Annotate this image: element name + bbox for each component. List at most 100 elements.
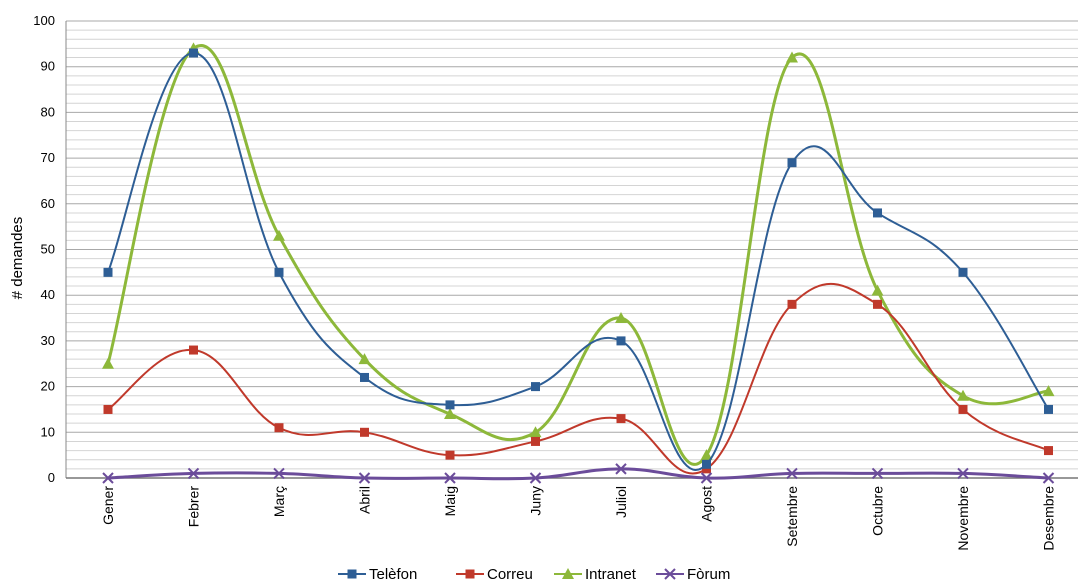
series-telefon [103, 48, 1053, 471]
x-tick-label: Setembre [784, 486, 800, 547]
data-point-intranet [615, 312, 627, 324]
y-tick-label: 10 [41, 424, 55, 439]
marker-stroke [957, 467, 969, 480]
data-point-intranet [957, 389, 969, 401]
marker-stroke [664, 568, 676, 580]
marker-stroke [700, 472, 713, 484]
legend-item-intranet: Intranet [554, 566, 637, 582]
y-tick-label: 90 [41, 59, 55, 74]
x-tick-label: Desembre [1041, 486, 1057, 551]
data-point-intranet [358, 353, 371, 365]
data-point-forum [444, 472, 456, 484]
data-point-forum [786, 467, 798, 480]
legend-marker [562, 568, 574, 579]
x-tick-label: Novembre [955, 486, 971, 551]
data-point-intranet [529, 426, 542, 438]
marker-stroke [871, 467, 884, 480]
y-tick-label: 100 [33, 13, 55, 28]
data-point-intranet [102, 357, 114, 369]
data-point-intranet [1042, 385, 1055, 397]
x-tick-label: Febrer [186, 486, 202, 528]
data-point-correu [445, 450, 455, 460]
data-point-forum [529, 472, 542, 484]
y-tick-label: 60 [41, 196, 55, 211]
marker-stroke [102, 472, 114, 484]
y-axis-ticks: 0 10 20 30 40 50 60 70 80 90 100 [33, 13, 55, 485]
data-point-telefon [958, 267, 968, 277]
legend-item-correu: Correu [456, 566, 533, 582]
y-tick-label: 70 [41, 150, 55, 165]
y-axis-label: # demandes [9, 217, 26, 300]
legend-item-forum: Fòrum [656, 566, 730, 582]
x-tick-label: Juny [528, 486, 544, 516]
data-point-intranet [786, 51, 798, 63]
legend-label: Correu [487, 566, 533, 582]
data-point-forum [615, 463, 627, 475]
data-point-correu [616, 414, 626, 424]
data-point-telefon [274, 267, 284, 277]
data-point-forum [358, 472, 371, 484]
data-point-telefon [1044, 404, 1053, 414]
data-point-telefon [616, 336, 626, 346]
legend-marker [347, 569, 357, 579]
data-point-telefon [531, 382, 540, 392]
data-point-telefon [445, 400, 455, 410]
data-point-forum [1042, 472, 1055, 484]
y-tick-label: 30 [41, 333, 55, 348]
x-tick-label: Abril [357, 486, 373, 514]
series-forum [102, 463, 1055, 484]
series-intranet [102, 42, 1055, 466]
y-tick-label: 50 [41, 242, 55, 257]
data-point-forum [700, 472, 713, 484]
series-correu [103, 282, 1053, 475]
data-point-correu [958, 404, 968, 414]
legend: Telèfon Correu Intranet Fòrum [338, 566, 730, 582]
data-point-intranet [444, 408, 456, 420]
legend-label: Intranet [585, 566, 637, 582]
axes [65, 21, 1078, 479]
data-point-correu [103, 404, 113, 414]
data-point-forum [273, 467, 285, 480]
marker-stroke [187, 467, 200, 480]
series-line-intranet [106, 44, 1049, 466]
y-tick-label: 20 [41, 379, 55, 394]
legend-item-telefon: Telèfon [338, 566, 417, 582]
marker-stroke [358, 472, 371, 484]
marker-stroke [786, 467, 798, 480]
data-point-intranet [700, 449, 713, 461]
data-point-forum [871, 467, 884, 480]
y-tick-label: 40 [41, 287, 55, 302]
data-point-correu [531, 436, 540, 446]
x-tick-label: Octubre [870, 486, 886, 536]
data-point-telefon [103, 267, 113, 277]
x-tick-label: Març [271, 486, 287, 517]
data-point-forum [957, 467, 969, 480]
legend-marker [465, 569, 475, 579]
x-tick-label: Gener [100, 486, 116, 525]
y-tick-label: 80 [41, 104, 55, 119]
data-point-forum [102, 472, 114, 484]
data-point-telefon [189, 48, 198, 58]
legend-marker [664, 568, 676, 580]
marker-stroke [273, 467, 285, 480]
x-tick-label: Juliol [613, 486, 629, 518]
data-point-correu [702, 464, 711, 474]
data-point-correu [1044, 446, 1053, 456]
x-tick-label: Agost [699, 486, 715, 522]
marker-stroke [529, 472, 542, 484]
data-point-intranet [273, 229, 285, 241]
data-point-correu [873, 299, 882, 309]
data-point-telefon [787, 158, 797, 168]
series-line-telefon [107, 51, 1050, 471]
marker-stroke [615, 463, 627, 475]
y-tick-label: 0 [48, 470, 55, 485]
marker-stroke [444, 472, 456, 484]
data-point-telefon [873, 208, 882, 218]
marker-stroke [1042, 472, 1055, 484]
data-point-telefon [702, 459, 711, 469]
data-point-correu [360, 427, 369, 437]
data-point-telefon [360, 372, 369, 382]
data-point-correu [787, 299, 797, 309]
series-line-correu [107, 282, 1049, 475]
